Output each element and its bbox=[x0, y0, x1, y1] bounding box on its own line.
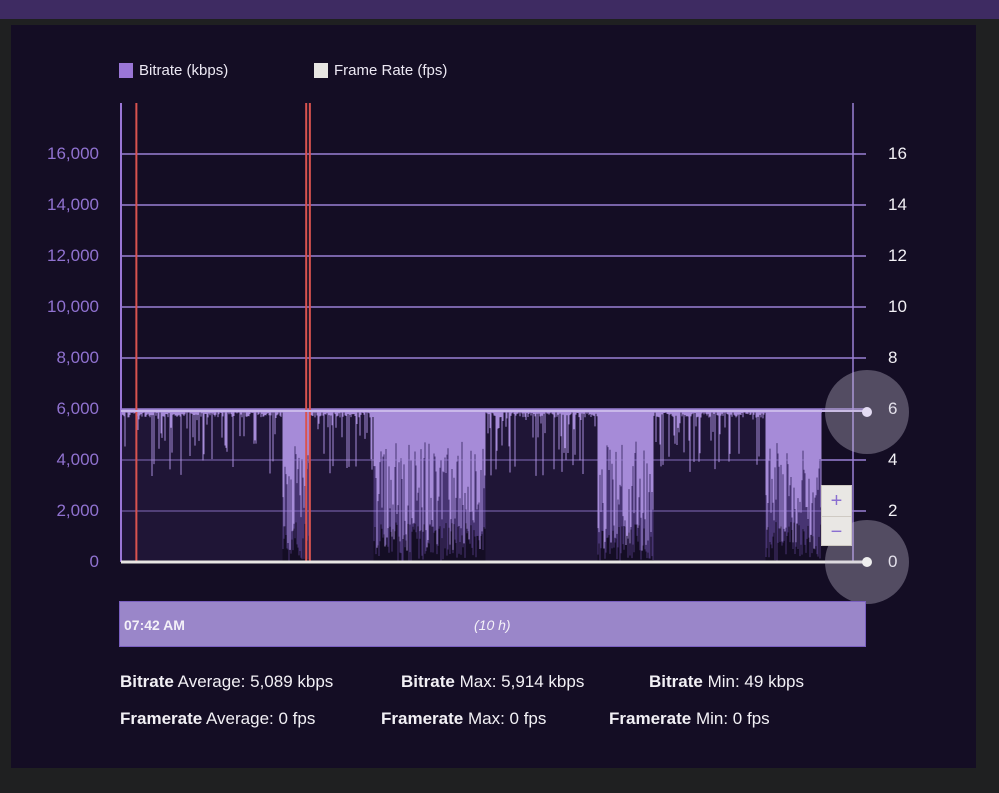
legend-label: Bitrate (kbps) bbox=[139, 62, 229, 79]
zoom-in-button[interactable]: + bbox=[830, 489, 843, 512]
bitrate-swatch-icon bbox=[119, 63, 133, 78]
range-handle-top[interactable] bbox=[825, 370, 909, 454]
bitrate-series bbox=[120, 409, 822, 562]
y2-axis-tick-label: 6 bbox=[888, 399, 898, 418]
y-axis-tick-label: 16,000 bbox=[47, 144, 99, 163]
y-axis-tick-label: 12,000 bbox=[47, 246, 99, 265]
time-navigator[interactable]: 07:42 AM (10 h) bbox=[119, 601, 866, 647]
y2-axis-tick-label: 8 bbox=[888, 348, 898, 367]
legend-item-bitrate[interactable]: Bitrate (kbps) bbox=[119, 62, 228, 79]
y2-axis-tick-label: 16 bbox=[888, 144, 907, 163]
zoom-controls: + − bbox=[821, 485, 852, 546]
y-axis-tick-label: 14,000 bbox=[47, 195, 99, 214]
y-axis-tick-label: 0 bbox=[89, 552, 99, 571]
y2-axis-tick-label: 12 bbox=[888, 246, 907, 265]
legend-label: Frame Rate (fps) bbox=[334, 62, 448, 79]
navigator-duration: (10 h) bbox=[474, 617, 511, 633]
y-axis-tick-label: 8,000 bbox=[56, 348, 99, 367]
y-axis-tick-label: 6,000 bbox=[56, 399, 99, 418]
bitrate-min: Bitrate Min: 49 kbps bbox=[649, 672, 804, 691]
framerate-average: Framerate Average: 0 fps bbox=[120, 709, 316, 728]
bitrate-max: Bitrate Max: 5,914 kbps bbox=[401, 672, 585, 691]
y2-axis-tick-label: 2 bbox=[888, 501, 898, 520]
bitrate-average: Bitrate Average: 5,089 kbps bbox=[120, 672, 334, 691]
framerate-max: Framerate Max: 0 fps bbox=[381, 709, 547, 728]
event-markers bbox=[135, 103, 311, 562]
top-bar bbox=[0, 0, 999, 19]
y-axis-tick-label: 2,000 bbox=[56, 501, 99, 520]
framerate-swatch-icon bbox=[314, 63, 328, 78]
framerate-min: Framerate Min: 0 fps bbox=[609, 709, 770, 728]
y2-axis-tick-label: 10 bbox=[888, 297, 907, 316]
y2-axis-tick-label: 0 bbox=[888, 552, 898, 571]
y2-axis-tick-label: 14 bbox=[888, 195, 907, 214]
y2-axis-tick-label: 4 bbox=[888, 450, 898, 469]
zoom-out-button[interactable]: − bbox=[822, 516, 851, 547]
y-axis-tick-label: 10,000 bbox=[47, 297, 99, 316]
y-axis-tick-label: 4,000 bbox=[56, 450, 99, 469]
navigator-start-time: 07:42 AM bbox=[124, 617, 185, 633]
legend-item-framerate[interactable]: Frame Rate (fps) bbox=[314, 62, 447, 79]
